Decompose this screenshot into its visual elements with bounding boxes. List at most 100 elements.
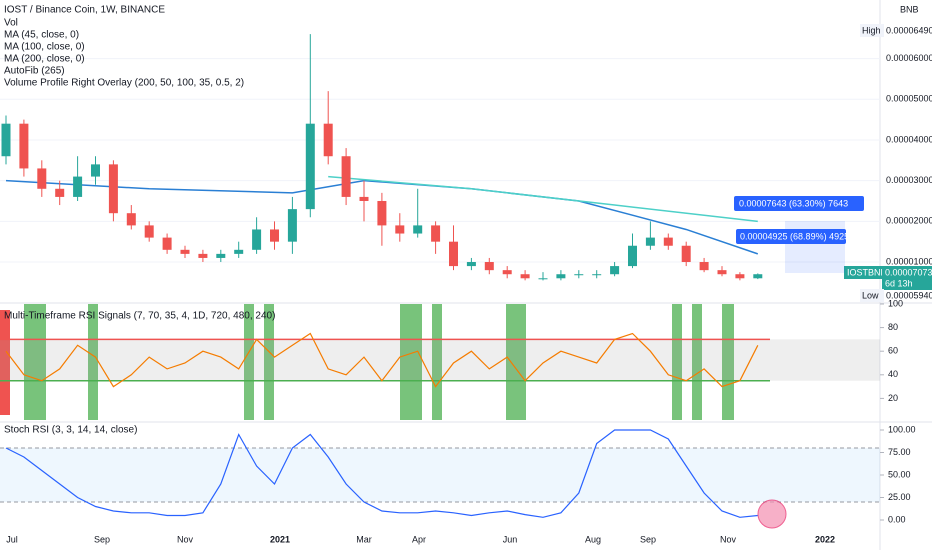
pane-title: Stoch RSI (3, 3, 14, 14, close) [4, 425, 137, 436]
candle-body [252, 229, 262, 250]
candle-body [108, 164, 118, 214]
candle-body [162, 237, 172, 250]
candle-body [198, 253, 208, 258]
currency: BNB [900, 4, 919, 14]
measure-label: 0.00004925 (68.89%) 4925 [740, 231, 849, 241]
y-tick-label: 0.00 [888, 514, 906, 524]
candle-body [19, 123, 29, 169]
candle-body [466, 262, 476, 267]
candle-body [556, 274, 566, 279]
candle-body [216, 253, 226, 258]
low-value: 0.00005940 [886, 290, 932, 300]
x-tick-label: Nov [720, 534, 737, 544]
candle-body [645, 237, 655, 246]
y-tick-label: 0.00001000 [886, 256, 932, 266]
stoch-line [5, 429, 758, 518]
plot [0, 34, 884, 521]
rsi-line [5, 332, 759, 388]
candle-body [520, 274, 530, 279]
candle-body [1, 123, 11, 157]
candle-body [592, 274, 602, 276]
y-tick-label: 0.00002000 [886, 216, 932, 226]
highlight-circle [757, 499, 787, 529]
candle-body [681, 245, 691, 263]
countdown: 6d 13h [885, 278, 913, 288]
measure-label: 0.00007643 (63.30%) 7643 [739, 198, 848, 208]
y-tick-label: 0.00003000 [886, 175, 932, 185]
indicator: Vol [4, 18, 18, 29]
indicator: MA (45, close, 0) [4, 30, 79, 41]
high-label: High [862, 25, 881, 35]
candle-body [55, 188, 65, 197]
high-value: 0.00006490 [886, 25, 932, 35]
indicator: Volume Profile Right Overlay (200, 50, 1… [4, 78, 244, 89]
y-tick-label: 0.00005000 [886, 94, 932, 104]
high-box [860, 24, 884, 37]
candle-body [37, 168, 47, 189]
measure-box [734, 196, 864, 211]
y-tick-label: 100.00 [888, 424, 916, 434]
y-tick-label: 75.00 [888, 447, 911, 457]
y-tick-label: 0.00004000 [886, 134, 932, 144]
candle-body [270, 229, 279, 242]
x-tick-label: Aug [585, 534, 601, 544]
x-tick-label: Sep [94, 534, 110, 544]
candle-body [395, 225, 405, 234]
candle-body [234, 249, 244, 254]
moving-average [328, 175, 758, 223]
stoch-band [0, 448, 880, 502]
x-tick-label: Jun [503, 534, 518, 544]
y-tick-label: 0.00006000 [886, 53, 932, 63]
indicator: MA (100, close, 0) [4, 42, 85, 53]
x-tick-label: Nov [177, 534, 194, 544]
candle-body [502, 270, 512, 275]
last-box [882, 266, 932, 290]
candle-body [305, 123, 315, 210]
y-tick-label: 25.00 [888, 492, 911, 502]
candle-body [341, 156, 351, 197]
low-label: Low [862, 290, 879, 300]
candle-body [73, 176, 83, 197]
candle-body [144, 225, 154, 238]
x-tick-label: Jul [6, 534, 18, 544]
candle-body [413, 225, 423, 234]
candle-body [180, 249, 190, 254]
x-tick-label: 2022 [815, 534, 835, 544]
candle-body [431, 225, 441, 242]
candle-body [91, 164, 100, 177]
candle-body [628, 245, 637, 267]
candle-body [377, 200, 387, 226]
y-tick-label: 50.00 [888, 469, 911, 479]
chart-title: IOST / Binance Coin, 1W, BINANCE [4, 5, 165, 16]
symbol: IOSTBNB [847, 267, 887, 277]
candle-body [574, 274, 584, 276]
low-box [860, 289, 884, 302]
candle-body [484, 262, 494, 271]
measure-area [785, 221, 845, 273]
y-tick-label: 20 [888, 393, 898, 403]
signal-columns [24, 304, 734, 420]
y-tick-label: 100 [888, 298, 903, 308]
pane-title: Multi-Timeframe RSI Signals (7, 70, 35, … [4, 311, 275, 322]
candle-body [699, 262, 709, 271]
x-tick-label: Apr [412, 534, 426, 544]
measure-box [736, 229, 846, 244]
candle-body [538, 278, 548, 280]
y-tick-label: 80 [888, 322, 898, 332]
last-value: 0.00007073 [885, 267, 932, 277]
candle-body [663, 237, 673, 246]
candle-body [287, 209, 297, 242]
candle-body [359, 196, 369, 201]
y-tick-label: 60 [888, 346, 898, 356]
candle-body [449, 241, 458, 267]
indicator: AutoFib (265) [4, 66, 65, 77]
y-tick-label: 40 [888, 369, 898, 379]
candle-body [735, 274, 745, 279]
symbol-box [844, 266, 882, 279]
x-tick-label: Sep [640, 534, 656, 544]
candle-body [610, 266, 620, 275]
candle-body [323, 123, 333, 157]
x-tick-label: 2021 [270, 534, 290, 544]
